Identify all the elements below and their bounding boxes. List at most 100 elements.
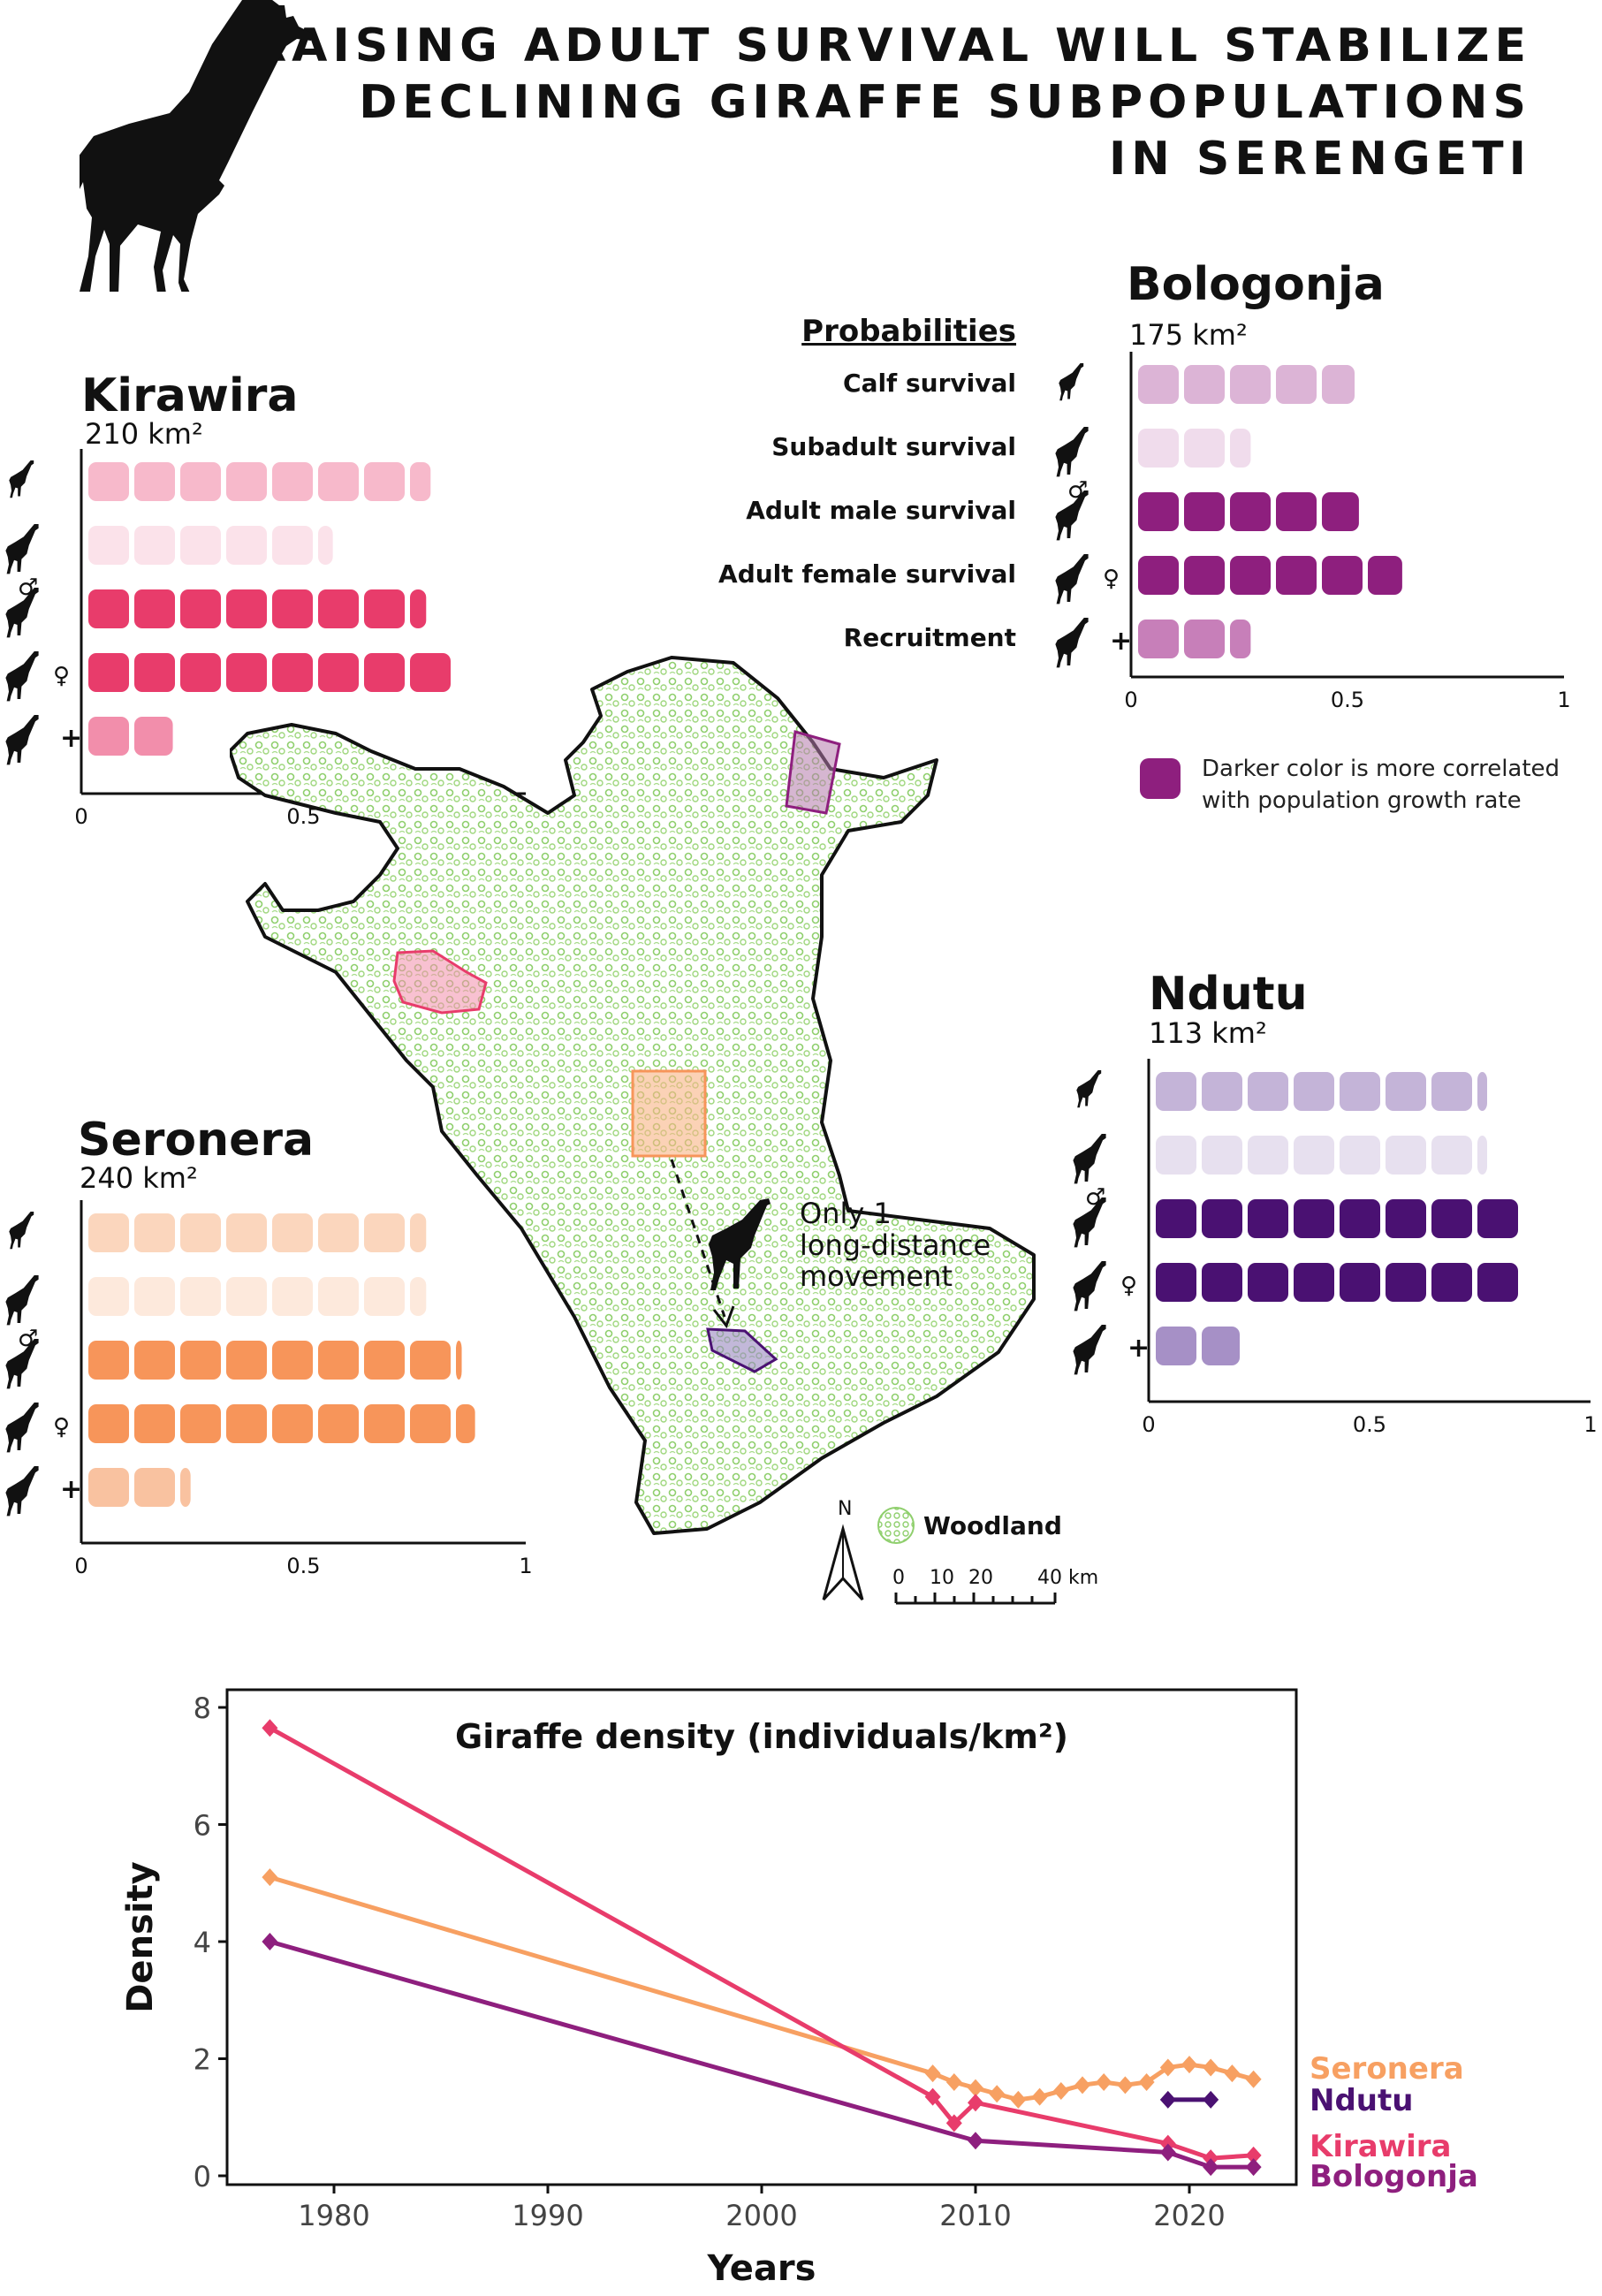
- female-icon: ♀: [1120, 1273, 1137, 1299]
- y-tick-label-8: 8: [194, 1692, 211, 1725]
- kirawira-bar-1-seg-1: [134, 526, 175, 565]
- bologonja-bar-4-seg-2: [1230, 620, 1251, 658]
- plus-icon: +: [1110, 626, 1132, 657]
- ndutu-name: Ndutu: [1149, 968, 1308, 1021]
- ndutu-area: 113 km²: [1149, 1016, 1267, 1050]
- seronera-name: Seronera: [78, 1114, 315, 1167]
- legend-text-2: with population growth rate: [1202, 787, 1522, 814]
- ndutu-bar-1-seg-4: [1340, 1136, 1380, 1175]
- point-seronera-2010: [968, 2079, 983, 2097]
- bologonja-bar-0-seg-3: [1276, 365, 1317, 404]
- point-seronera-2012: [1010, 2090, 1027, 2109]
- label-adult-female-survival: Adult female survival: [718, 559, 1016, 589]
- seronera-bar-2-seg-1: [134, 1341, 175, 1380]
- kirawira-bar-2-seg-0: [88, 589, 129, 628]
- ndutu-bar-2-seg-2: [1248, 1199, 1288, 1238]
- bologonja-bar-4-seg-1: [1184, 620, 1225, 658]
- seronera-bar-2-seg-6: [364, 1341, 405, 1380]
- male-icon: ♂: [1085, 1184, 1105, 1211]
- kirawira-bar-3-seg-3: [226, 653, 267, 692]
- male-icon: ♂: [18, 574, 38, 601]
- giraffe-stage-icon-1: [5, 1275, 39, 1326]
- ndutu-bar-2-seg-3: [1294, 1199, 1334, 1238]
- point-ndutu-2021: [1203, 2090, 1219, 2109]
- bologonja-bar-0-seg-1: [1184, 365, 1225, 404]
- kirawira-bar-0-seg-4: [272, 462, 313, 501]
- seronera-axis-tick-2: 1: [519, 1554, 532, 1578]
- map-legend: N Woodland 0 10 20 40 km: [822, 1498, 1098, 1605]
- seronera-bar-1-seg-2: [180, 1277, 221, 1316]
- x-tick-label-2020: 2020: [1153, 2199, 1225, 2232]
- ndutu-bar-0-seg-2: [1248, 1072, 1288, 1111]
- ndutu-bar-0-seg-1: [1202, 1072, 1242, 1111]
- seronera-bar-1-seg-3: [226, 1277, 267, 1316]
- seronera-bar-2-seg-0: [88, 1341, 129, 1380]
- kirawira-bar-1-seg-0: [88, 526, 129, 565]
- ndutu-bar-2-seg-4: [1340, 1199, 1380, 1238]
- seronera-bar-0-seg-7: [410, 1213, 427, 1252]
- kirawira-bar-2-seg-3: [226, 589, 267, 628]
- kirawira-bar-3-seg-0: [88, 653, 129, 692]
- y-tick-label-4: 4: [194, 1926, 211, 1959]
- kirawira-bar-3-seg-2: [180, 653, 221, 692]
- legend-bologonja: Bologonja: [1310, 2159, 1478, 2194]
- giraffe-stage-icon-4: [1073, 1325, 1106, 1375]
- kirawira-bar-3-seg-7: [410, 653, 451, 692]
- ndutu-bar-3-seg-2: [1248, 1263, 1288, 1302]
- seronera-bar-3-seg-6: [364, 1404, 405, 1443]
- kirawira-bar-0-seg-3: [226, 462, 267, 501]
- kirawira-name: Kirawira: [81, 369, 299, 422]
- seronera-bar-1-seg-1: [134, 1277, 175, 1316]
- bologonja-axis-tick-2: 1: [1557, 688, 1570, 712]
- bologonja-bar-3-seg-5: [1368, 556, 1402, 595]
- woodland-swatch: [877, 1507, 915, 1544]
- seronera-bar-3-seg-7: [410, 1404, 451, 1443]
- giraffe-stage-icon-0: [1076, 1070, 1102, 1108]
- movement-text-2: long-distance: [800, 1228, 991, 1262]
- kirawira-bar-3-seg-1: [134, 653, 175, 692]
- ndutu-bar-0-seg-3: [1294, 1072, 1334, 1111]
- male-icon: ♂: [1067, 477, 1088, 504]
- legend-text-1: Darker color is more correlated: [1202, 756, 1560, 782]
- bologonja-bar-3-seg-3: [1276, 556, 1317, 595]
- kirawira-area-box: [392, 949, 488, 1015]
- title-line-1: RAISING ADULT SURVIVAL WILL STABILIZE: [251, 19, 1531, 72]
- giraffe-logo: [80, 0, 313, 292]
- scale-label-20: 20: [968, 1567, 993, 1589]
- ndutu-area-box: [706, 1327, 778, 1373]
- label-calf-survival: Calf survival: [843, 369, 1016, 398]
- giraffe-stage-icon-2: [5, 1339, 39, 1389]
- ndutu-bar-0-seg-5: [1386, 1072, 1426, 1111]
- point-seronera-2008: [924, 2064, 941, 2083]
- plus-icon: +: [60, 723, 82, 754]
- seronera-bar-4-seg-2: [180, 1468, 191, 1507]
- kirawira-bar-0-seg-2: [180, 462, 221, 501]
- ndutu-bar-3-seg-6: [1431, 1263, 1472, 1302]
- point-kirawira-2008: [924, 2087, 941, 2106]
- kirawira-bar-0-seg-0: [88, 462, 129, 501]
- label-recruitment: Recruitment: [843, 623, 1016, 652]
- ndutu-bar-1-seg-3: [1294, 1136, 1334, 1175]
- plot-frame: [225, 1688, 1298, 2186]
- ndutu-bar-3-seg-7: [1477, 1263, 1518, 1302]
- giraffe-stage-icon-2: [1073, 1197, 1106, 1248]
- giraffe-stage-icon-1: [5, 524, 39, 574]
- giraffe-stage-icon-2: [1055, 490, 1089, 541]
- ndutu-bar-1-seg-7: [1477, 1136, 1487, 1175]
- bologonja-bar-0-seg-0: [1138, 365, 1179, 404]
- x-axis-label: Years: [707, 2248, 816, 2289]
- movement-arrow: [670, 1159, 726, 1318]
- male-icon: ♂: [18, 1326, 38, 1352]
- ndutu-bar-2-seg-5: [1386, 1199, 1426, 1238]
- ndutu-bar-1-seg-0: [1156, 1136, 1196, 1175]
- probabilities-heading: Probabilities: [801, 314, 1016, 349]
- bologonja-bar-panel: ♂ ♀ + 0 0.5 1: [1055, 352, 1571, 712]
- ndutu-axis-tick-2: 1: [1583, 1412, 1597, 1437]
- probability-labels: Probabilities Calf survival Subadult sur…: [689, 314, 1016, 667]
- ndutu-bar-4-seg-0: [1156, 1327, 1196, 1365]
- ndutu-bar-3-seg-1: [1202, 1263, 1242, 1302]
- female-icon: ♀: [53, 1414, 70, 1441]
- ndutu-bar-1-seg-6: [1431, 1136, 1472, 1175]
- point-bologonja-2023: [1245, 2158, 1262, 2177]
- point-bologonja-2010: [968, 2132, 983, 2150]
